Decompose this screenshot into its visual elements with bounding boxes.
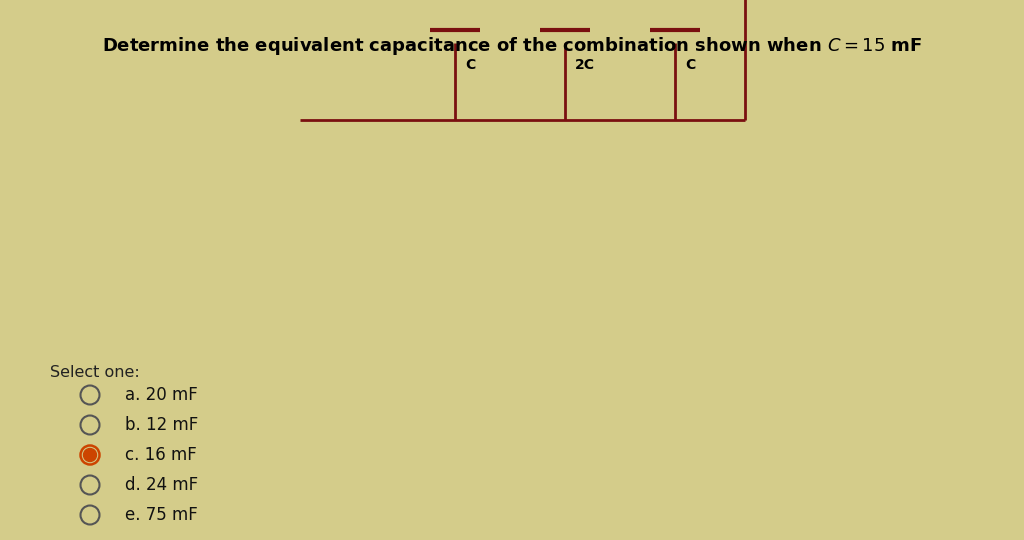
Text: Select one:: Select one: — [50, 365, 139, 380]
Text: 2C: 2C — [575, 58, 595, 72]
Text: C: C — [685, 58, 695, 72]
Circle shape — [84, 449, 96, 462]
Text: C: C — [465, 58, 475, 72]
Text: b. 12 mF: b. 12 mF — [125, 416, 199, 434]
Text: e. 75 mF: e. 75 mF — [125, 506, 198, 524]
Text: c. 16 mF: c. 16 mF — [125, 446, 197, 464]
Text: d. 24 mF: d. 24 mF — [125, 476, 198, 494]
Text: a. 20 mF: a. 20 mF — [125, 386, 198, 404]
Text: Determine the equivalent capacitance of the combination shown when $C = 15$ mF: Determine the equivalent capacitance of … — [101, 35, 923, 57]
